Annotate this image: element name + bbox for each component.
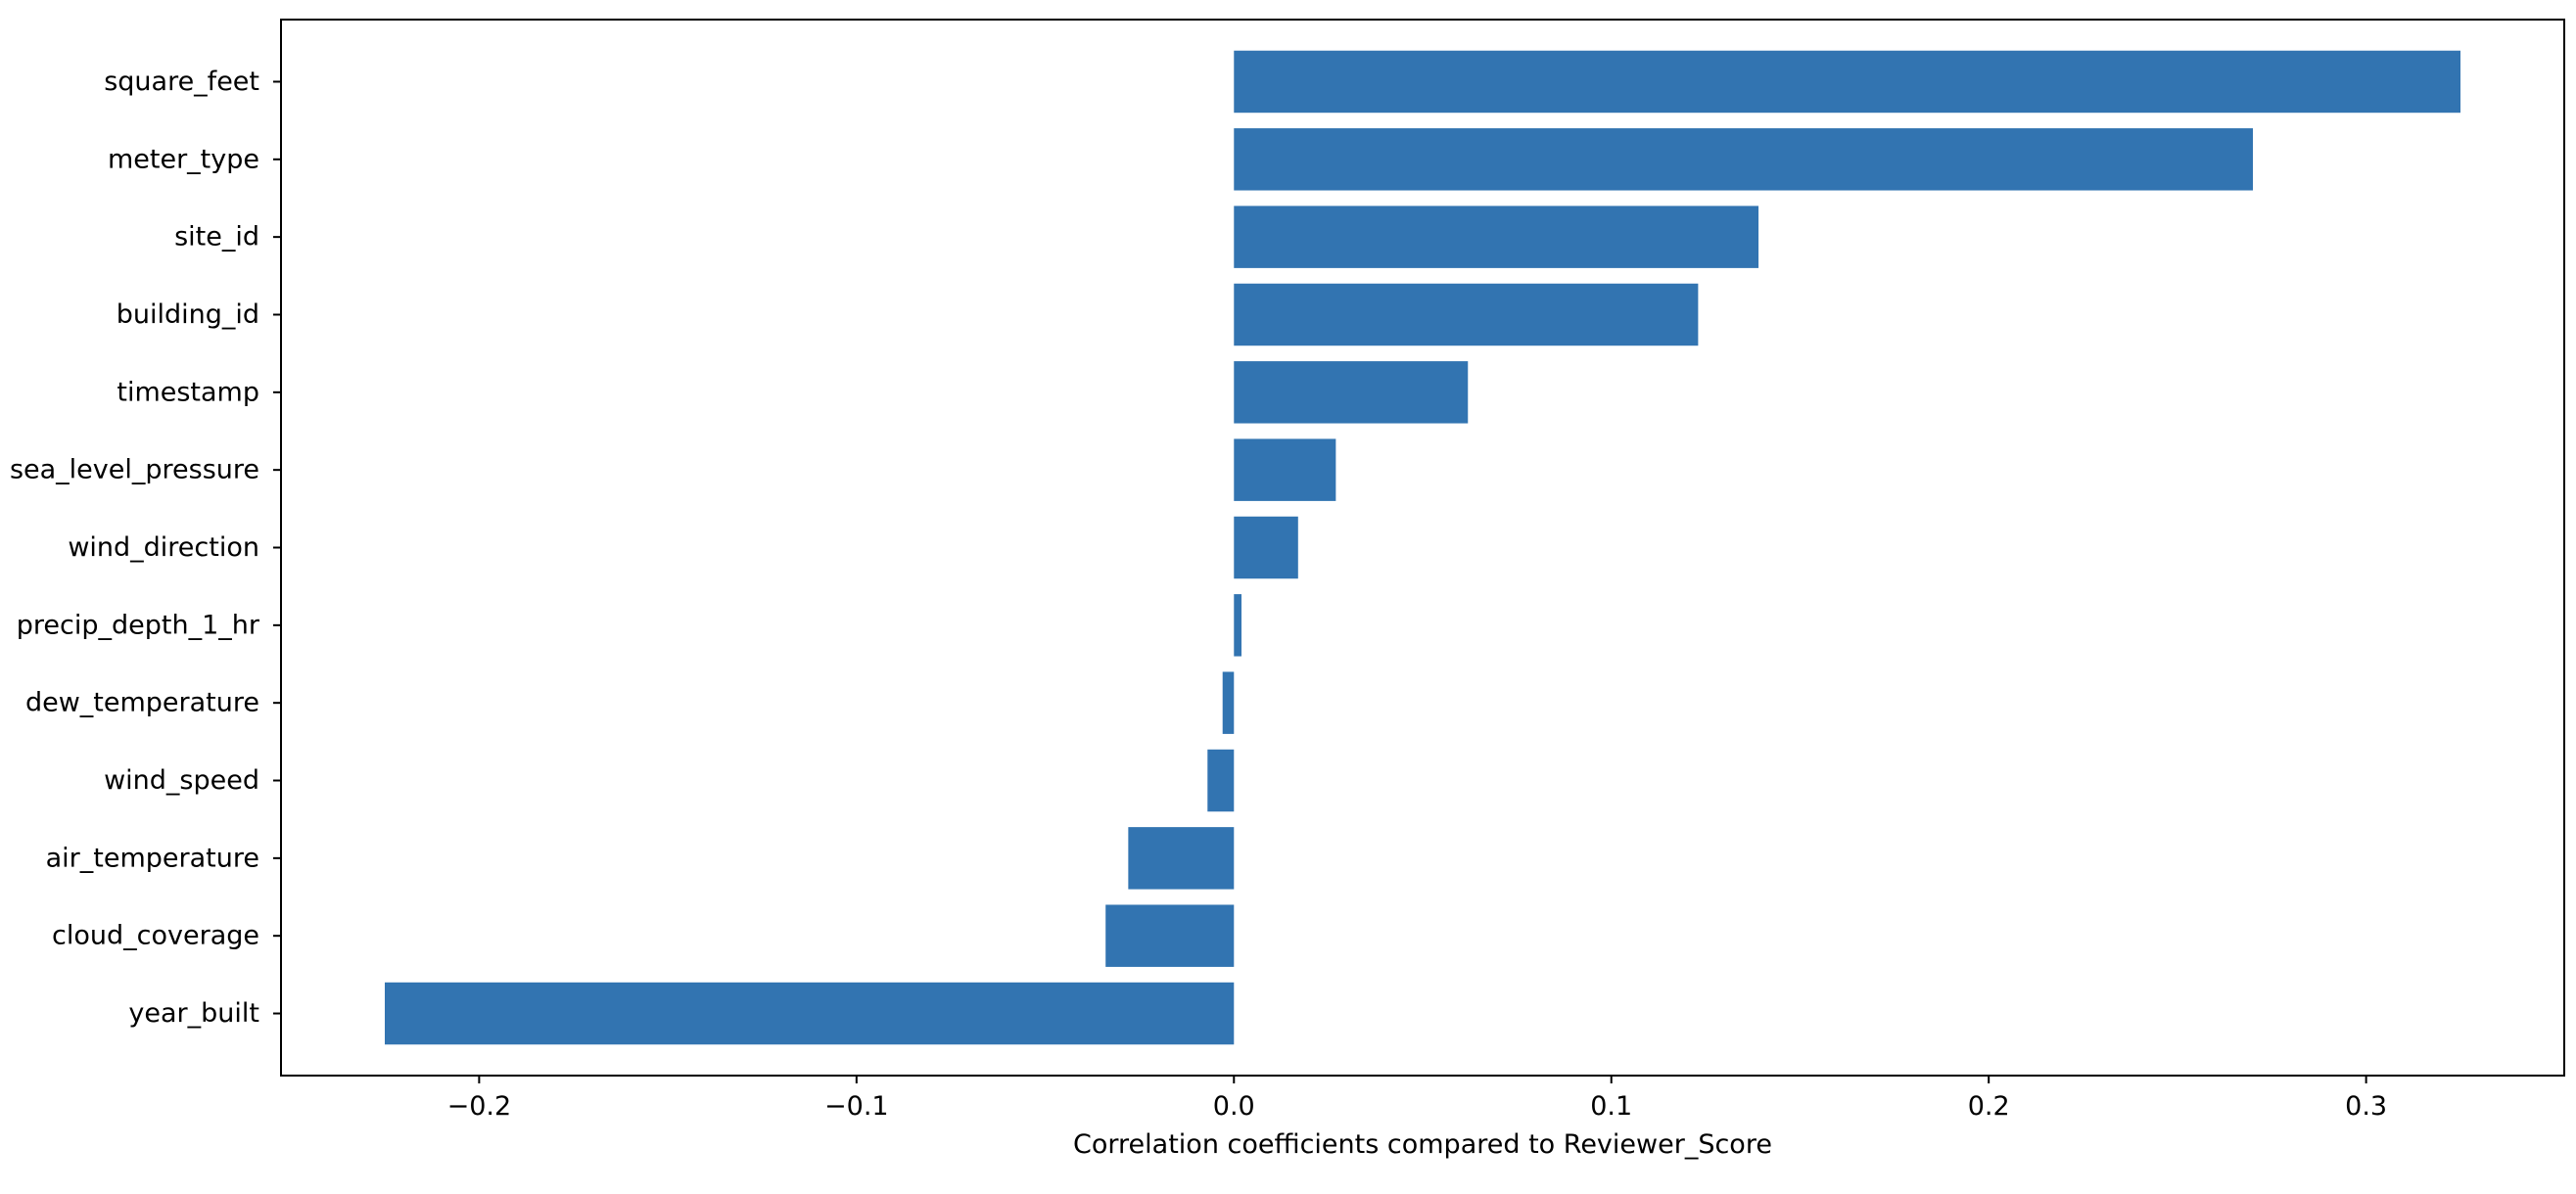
bar-wind_speed (1207, 749, 1235, 812)
y-tick-label: precip_depth_1_hr (17, 610, 260, 640)
bar-cloud_coverage (1105, 904, 1235, 967)
y-tick-label: year_built (128, 998, 259, 1029)
y-tick-label: meter_type (108, 144, 259, 174)
y-tick-label: dew_temperature (25, 688, 259, 718)
bar-site_id (1234, 206, 1759, 268)
plot-frame (280, 19, 2565, 1077)
y-tick-label: wind_speed (104, 765, 259, 796)
bar-year_built (385, 982, 1235, 1045)
x-axis-label: Correlation coefficients compared to Rev… (1073, 1129, 1772, 1160)
bar-dew_temperature (1222, 671, 1235, 734)
y-tick-label: square_feet (104, 67, 259, 97)
bar-timestamp (1234, 361, 1469, 424)
bar-square_feet (1234, 50, 2460, 114)
x-axis-ticks: −0.2 −0.1 0.0 0.1 0.2 0.3 (447, 1076, 2387, 1122)
y-tick-label: building_id (117, 299, 259, 330)
bar-wind_direction (1234, 516, 1298, 579)
x-tick-label: −0.1 (824, 1091, 889, 1122)
y-tick-label: wind_direction (68, 532, 259, 563)
bars-group (385, 50, 2460, 1045)
y-tick-label: air_temperature (46, 843, 259, 873)
x-tick-label: 0.1 (1590, 1091, 1632, 1122)
bar-precip_depth_1_hr (1234, 594, 1241, 657)
y-tick-label: timestamp (117, 377, 259, 407)
bar-meter_type (1234, 128, 2253, 191)
y-tick-label: cloud_coverage (52, 921, 259, 951)
x-tick-label: 0.0 (1213, 1091, 1255, 1122)
y-tick-label: sea_level_pressure (10, 455, 259, 485)
y-tick-label: site_id (174, 222, 259, 253)
bar-air_temperature (1128, 827, 1235, 890)
bar-building_id (1234, 283, 1699, 346)
y-axis-ticks: square_feet meter_type site_id building_idt… (10, 67, 281, 1029)
x-tick-label: 0.3 (2345, 1091, 2387, 1122)
x-tick-label: 0.2 (1968, 1091, 2010, 1122)
bar-sea_level_pressure (1234, 438, 1336, 501)
x-tick-label: −0.2 (447, 1091, 512, 1122)
